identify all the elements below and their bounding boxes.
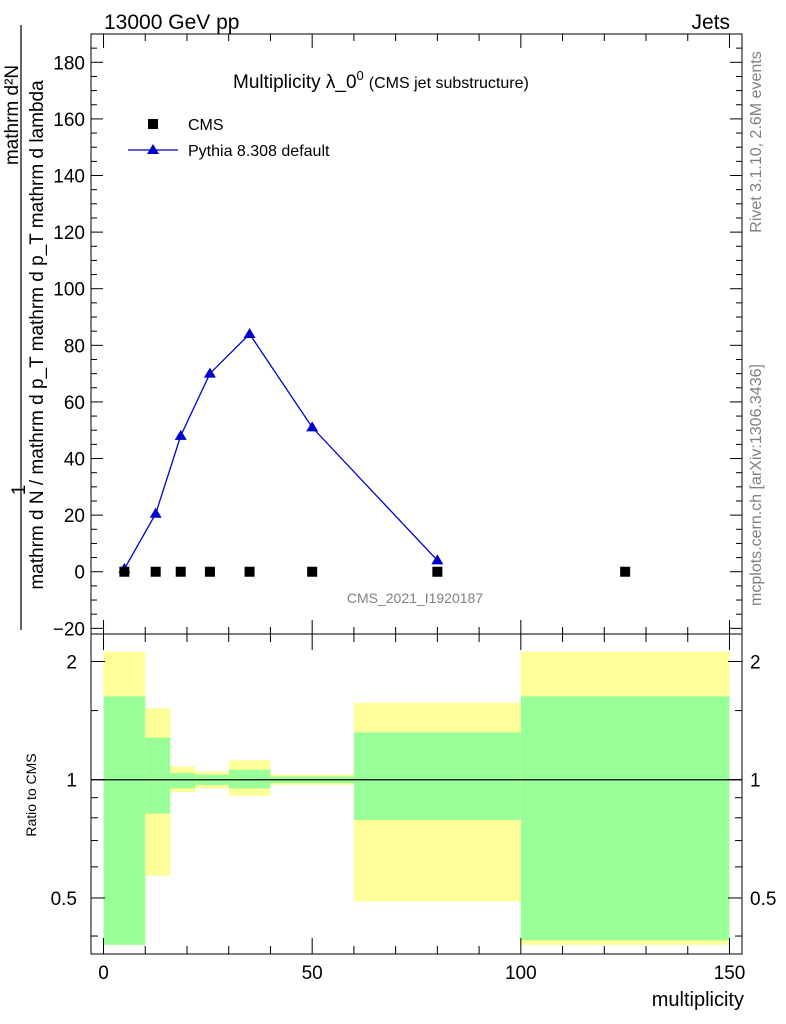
- main-ytick-label: −20: [53, 619, 85, 640]
- ratio-bands: [91, 651, 742, 945]
- svg-text:Multiplicity λ_00(CMS jet subs: Multiplicity λ_00 (CMS jet substructure): [233, 68, 529, 93]
- legend-label-cms: CMS: [188, 117, 224, 134]
- legend-marker-pythia: [147, 144, 159, 154]
- main-ytick-label: 20: [64, 506, 85, 527]
- ratio-xtick-label: 50: [302, 963, 323, 984]
- pythia-point: [431, 554, 444, 565]
- cms-point: [204, 566, 215, 577]
- cms-point: [620, 566, 631, 577]
- cms-point: [119, 566, 130, 577]
- main-ytick-label: 60: [64, 393, 85, 414]
- y-axis-label: 1 mathrm d N / mathrm d p_T mathrm d p_T…: [2, 25, 48, 630]
- ratio-y-label: Ratio to CMS: [23, 753, 39, 836]
- ratio-ytick-label-right: 2: [750, 653, 761, 674]
- plot-title: Multiplicity λ_00 (CMS jet substructure): [233, 68, 529, 93]
- main-axes: −20 0 20 40 60 80 100 120 140 160 180: [53, 34, 742, 640]
- main-ytick-label: 0: [74, 563, 85, 584]
- ratio-band-inner: [353, 732, 521, 820]
- legend: CMS Pythia 8.308 default: [128, 117, 330, 160]
- header-jets: Jets: [691, 11, 730, 34]
- main-data: [118, 328, 631, 577]
- title-main: Multiplicity λ_0: [233, 72, 357, 93]
- legend-marker-cms: [148, 119, 158, 129]
- pythia-line: [123, 332, 438, 570]
- ratio-band-inner: [103, 696, 146, 945]
- ratio-ytick-label: 0.5: [51, 889, 77, 910]
- ratio-axes: 0.5 0.5 1 1 2 2 0 50 100 150: [51, 634, 776, 984]
- ratio-plot-frame: [90, 633, 743, 955]
- mcplots-label: mcplots.cern.ch [arXiv:1306.3436]: [748, 364, 765, 606]
- main-ytick-label: 100: [53, 280, 85, 301]
- ratio-xtick-label: 150: [714, 963, 746, 984]
- pythia-point: [174, 429, 187, 440]
- ratio-ytick-label-right: 0.5: [750, 889, 776, 910]
- ratio-xtick-label: 0: [98, 963, 109, 984]
- ratio-ytick-label-right: 1: [750, 771, 761, 792]
- ratio-ytick-label: 1: [66, 771, 77, 792]
- main-ytick-label: 80: [64, 336, 85, 357]
- header-energy: 13000 GeV pp: [104, 11, 239, 34]
- cms-point: [432, 566, 443, 577]
- cms-point: [175, 566, 186, 577]
- ratio-band-inner: [170, 773, 196, 789]
- main-ytick-label: 140: [53, 167, 85, 188]
- pythia-point: [149, 507, 162, 518]
- pythia-point: [243, 328, 256, 338]
- cms-point: [150, 566, 161, 577]
- y-label-denominator: mathrm d N / mathrm d p_T mathrm d p_T m…: [27, 80, 48, 590]
- title-sup: 0: [357, 68, 364, 83]
- main-ytick-label: 120: [53, 223, 85, 244]
- ratio-band-inner: [520, 696, 730, 941]
- main-ytick-label: 160: [53, 110, 85, 131]
- main-ytick-label: 40: [64, 450, 85, 471]
- rivet-label: Rivet 3.1.10, 2.6M events: [748, 51, 765, 232]
- cms-point: [307, 566, 318, 577]
- pythia-point: [203, 367, 216, 378]
- ratio-ytick-label: 2: [66, 653, 77, 674]
- main-ytick-label: 180: [53, 53, 85, 74]
- pythia-point: [306, 421, 319, 432]
- y-label-numerator: 1: [9, 485, 30, 496]
- cms-point: [244, 566, 255, 577]
- x-axis-label: multiplicity: [652, 989, 744, 1011]
- y-label-right: mathrm d²N: [2, 65, 23, 165]
- legend-label-pythia: Pythia 8.308 default: [188, 143, 330, 160]
- title-sub: (CMS jet substructure): [369, 75, 529, 92]
- analysis-watermark: CMS_2021_I1920187: [347, 590, 483, 606]
- ratio-xtick-label: 100: [505, 963, 537, 984]
- ratio-band-inner: [145, 737, 171, 814]
